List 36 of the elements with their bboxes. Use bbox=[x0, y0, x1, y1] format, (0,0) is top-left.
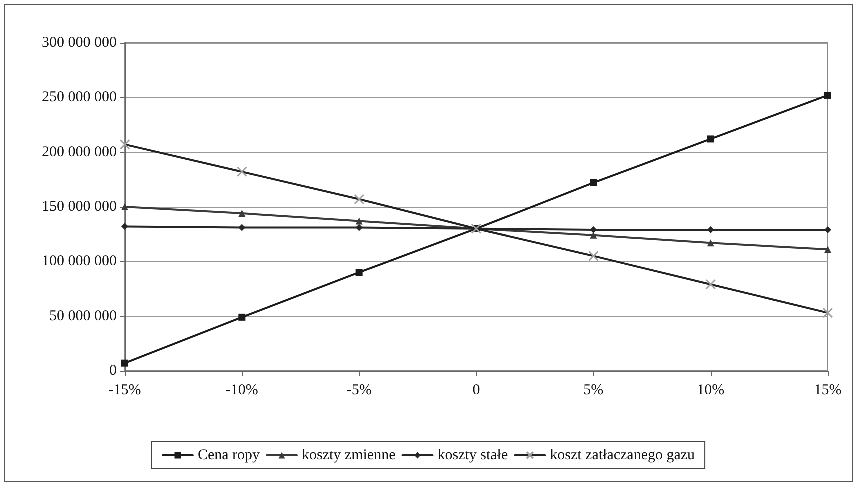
x-tick-label: -5% bbox=[346, 382, 372, 398]
point bbox=[824, 226, 832, 234]
x-tick-label: 0 bbox=[472, 382, 480, 398]
y-tick-label: 150 000 000 bbox=[42, 199, 117, 215]
legend-label: koszt zatłaczanego gazu bbox=[550, 448, 696, 464]
point bbox=[238, 314, 246, 321]
legend-label: koszty stałe bbox=[438, 448, 508, 464]
point bbox=[356, 224, 363, 232]
point bbox=[590, 179, 598, 186]
x-tick-label: 10% bbox=[697, 382, 725, 398]
point bbox=[238, 210, 246, 218]
point bbox=[122, 360, 128, 367]
point bbox=[707, 240, 714, 247]
point bbox=[122, 223, 128, 230]
legend-label: Cena ropy bbox=[198, 448, 261, 464]
y-tick-label: 0 bbox=[110, 363, 117, 379]
x-tick-label: 15% bbox=[814, 382, 842, 398]
point bbox=[824, 246, 832, 254]
point bbox=[122, 204, 128, 210]
x-tick-label: -10% bbox=[226, 382, 258, 398]
point bbox=[590, 226, 598, 234]
point bbox=[824, 92, 832, 99]
point bbox=[590, 232, 598, 239]
point bbox=[707, 226, 714, 234]
point bbox=[356, 218, 363, 225]
y-tick-label: 200 000 000 bbox=[42, 144, 117, 160]
y-tick-label: 250 000 000 bbox=[42, 90, 117, 106]
point bbox=[707, 136, 714, 143]
point bbox=[356, 269, 363, 276]
x-tick-label: 5% bbox=[584, 382, 604, 398]
legend-label: koszty zmienne bbox=[302, 448, 396, 464]
x-tick-label: -15% bbox=[108, 382, 142, 398]
y-tick-label: 300 000 000 bbox=[42, 35, 117, 51]
y-tick-label: 50 000 000 bbox=[50, 308, 117, 324]
y-tick-label: 100 000 000 bbox=[42, 254, 117, 270]
point bbox=[238, 224, 246, 232]
